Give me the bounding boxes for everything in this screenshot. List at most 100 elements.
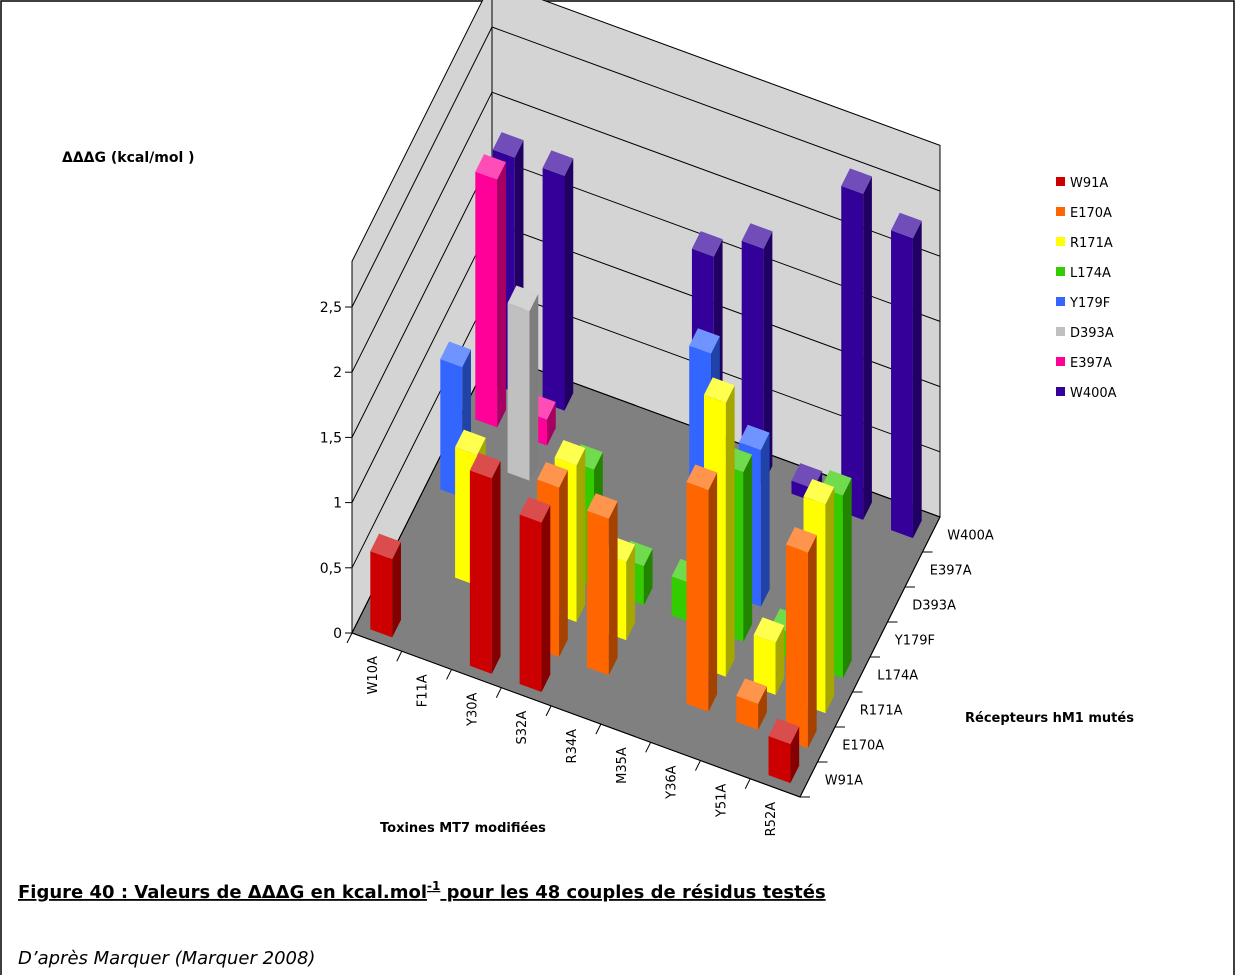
bar-top — [519, 496, 551, 523]
bar-front — [891, 230, 913, 539]
bar-top — [537, 461, 568, 488]
bar-front — [736, 695, 759, 730]
bar-top — [370, 533, 401, 560]
bar-side — [807, 535, 817, 749]
bar-top — [803, 478, 835, 505]
legend-label: L174A — [1070, 266, 1111, 281]
x-tick-label: Y36A — [665, 765, 680, 799]
bar-side — [842, 478, 852, 679]
grid-line — [351, 91, 941, 373]
x-tick — [446, 669, 453, 680]
bar-top — [554, 440, 586, 466]
bar-side — [725, 385, 735, 677]
bar-side — [825, 487, 835, 714]
bar-top — [492, 132, 524, 158]
bar-front — [370, 551, 393, 638]
bar-side — [491, 460, 501, 674]
z-tick-label: W91A — [825, 774, 863, 789]
bar-side — [763, 231, 773, 484]
legend-swatch — [1056, 327, 1065, 336]
bar — [519, 496, 551, 693]
bar-front — [786, 544, 808, 749]
bar — [475, 154, 506, 428]
bar-side — [775, 625, 785, 695]
bar-top — [703, 377, 735, 403]
x-tick-label: W10A — [366, 656, 381, 694]
caption-sup: -1 — [427, 879, 440, 893]
bar — [741, 223, 773, 484]
bar-side — [912, 220, 922, 539]
x-tick — [694, 760, 701, 771]
x-tick — [346, 632, 353, 644]
bar-front — [542, 167, 565, 411]
x-tick — [396, 650, 403, 662]
bar-top — [440, 341, 471, 367]
bar-front — [686, 482, 709, 712]
legend-swatch — [1056, 267, 1065, 276]
legend-swatch — [1056, 297, 1065, 306]
x-tick-label: R34A — [565, 729, 580, 764]
x-tick — [744, 778, 751, 790]
x-tick — [495, 687, 502, 698]
x-axis-title: Toxines MT7 modifiées — [380, 821, 546, 836]
bar-side — [708, 472, 718, 712]
legend-swatch — [1056, 387, 1065, 396]
bar — [370, 533, 401, 638]
legend-swatch — [1056, 177, 1065, 186]
bar — [586, 493, 618, 676]
y-tick-label: 2,5 — [320, 300, 342, 316]
bar — [753, 617, 785, 695]
y-tick-label: 1 — [333, 496, 342, 512]
caption-text: pour les 48 couples de résidus testés — [440, 882, 825, 903]
x-tick-label: M35A — [615, 747, 630, 784]
bar-side — [790, 726, 800, 784]
bar-front — [841, 185, 864, 520]
bar-top — [768, 718, 800, 745]
bar-top — [475, 154, 506, 180]
x-tick — [545, 705, 552, 717]
bar-top — [786, 527, 817, 553]
bar — [507, 285, 539, 481]
bar-front — [586, 510, 609, 676]
legend-swatch — [1056, 207, 1065, 216]
legend-label: Y179F — [1069, 296, 1110, 311]
bar-top — [469, 452, 501, 479]
z-tick-label: W400A — [947, 529, 994, 544]
bar-top — [736, 678, 767, 704]
bar-side — [758, 686, 767, 730]
z-tick-label: L174A — [877, 669, 918, 684]
legend-swatch — [1056, 237, 1065, 246]
bar-side — [608, 501, 618, 676]
legend-label: E170A — [1070, 206, 1112, 221]
y-tick-label: 0,5 — [320, 561, 342, 577]
bar-top — [542, 150, 574, 176]
bar-side — [497, 162, 506, 428]
bar-side — [643, 548, 653, 606]
bar-top — [738, 424, 770, 451]
bar-top — [741, 223, 773, 249]
axis — [351, 632, 801, 798]
depth-axis-title: Récepteurs hM1 mutés — [965, 711, 1134, 726]
bar-side — [392, 541, 401, 638]
bar-side — [564, 158, 574, 411]
legend-label: W91A — [1070, 176, 1108, 191]
bar-side — [546, 402, 556, 446]
legend-label: R171A — [1070, 236, 1113, 251]
bar — [469, 452, 501, 674]
bar-top — [753, 617, 785, 643]
bar-top — [455, 429, 486, 456]
bar-front — [519, 514, 542, 693]
bar-side — [863, 176, 872, 520]
bar-top — [507, 285, 539, 312]
caption: Figure 40 : Valeurs de ΔΔΔG en kcal.mol-… — [18, 879, 826, 903]
bar-side — [576, 448, 586, 623]
bar-front — [475, 171, 498, 428]
bar-front — [768, 736, 791, 784]
x-tick — [645, 742, 652, 753]
z-tick-label: R171A — [860, 704, 903, 719]
legend-swatch — [1056, 357, 1065, 366]
bar — [686, 464, 718, 712]
